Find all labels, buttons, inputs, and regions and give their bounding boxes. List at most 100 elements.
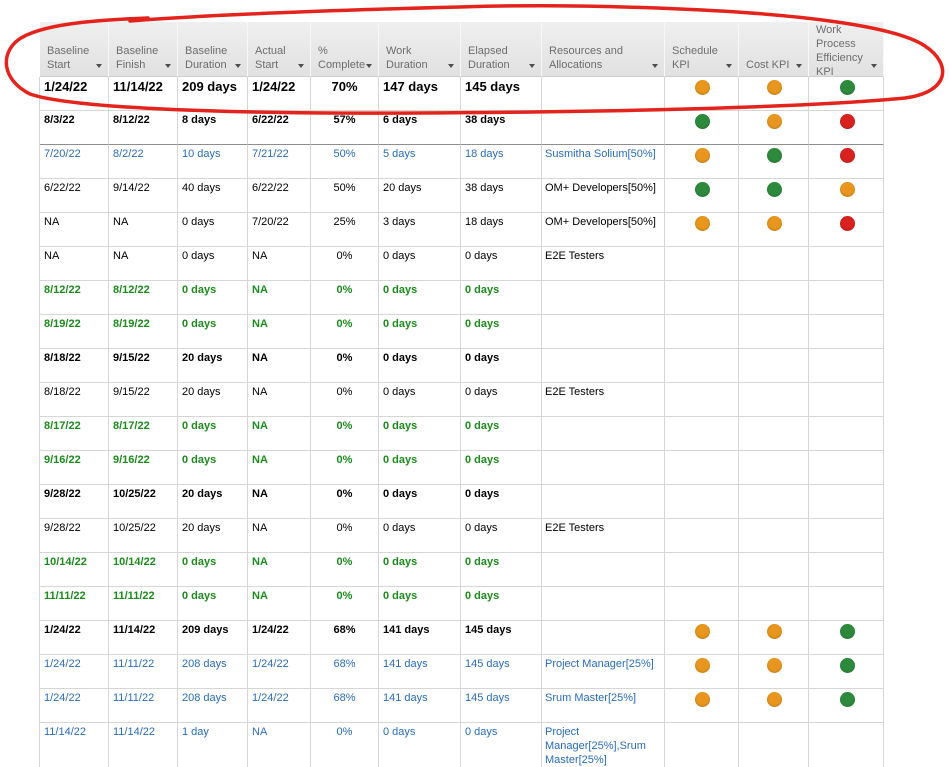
work-process-efficiency-kpi-cell[interactable] (809, 451, 884, 485)
cost-kpi-cell[interactable] (739, 621, 809, 655)
column-header-percent-complete[interactable]: % Complete (311, 22, 379, 77)
dropdown-arrow-icon[interactable] (366, 64, 372, 68)
work-process-efficiency-kpi-cell[interactable] (809, 519, 884, 553)
work-process-efficiency-kpi-cell[interactable] (809, 77, 884, 111)
cell-actual-start[interactable]: 1/24/22 (248, 77, 311, 111)
work-process-efficiency-kpi-cell[interactable] (809, 383, 884, 417)
cell-resources[interactable] (542, 111, 665, 145)
cell-elapsed-duration[interactable]: 0 days (461, 587, 542, 621)
cell-baseline-start[interactable]: 8/19/22 (40, 315, 109, 349)
work-process-efficiency-kpi-cell[interactable] (809, 315, 884, 349)
schedule-kpi-cell[interactable] (665, 247, 739, 281)
schedule-kpi-cell[interactable] (665, 77, 739, 111)
table-row[interactable]: NA NA 0 days 7/20/22 25% 3 days 18 days OM+ Dev… (40, 213, 884, 247)
cell-baseline-start[interactable]: 1/24/22 (40, 77, 109, 111)
table-row[interactable]: 1/24/22 11/14/22 209 days 1/24/22 70% 147 day… (40, 77, 884, 111)
work-process-efficiency-kpi-cell[interactable] (809, 111, 884, 145)
cell-work-duration[interactable]: 6 days (379, 111, 461, 145)
table-row[interactable]: 9/28/22 10/25/22 20 days NA 0% 0 days 0 days E2… (40, 519, 884, 553)
cell-baseline-duration[interactable]: 0 days (178, 451, 248, 485)
cell-baseline-duration[interactable]: 209 days (178, 77, 248, 111)
schedule-kpi-cell[interactable] (665, 553, 739, 587)
schedule-kpi-cell[interactable] (665, 383, 739, 417)
cell-baseline-duration[interactable]: 10 days (178, 145, 248, 179)
cost-kpi-cell[interactable] (739, 485, 809, 519)
cell-percent-complete[interactable]: 68% (311, 689, 379, 723)
cell-baseline-start[interactable]: 7/20/22 (40, 145, 109, 179)
cell-actual-start[interactable]: 6/22/22 (248, 111, 311, 145)
cell-baseline-finish[interactable]: 10/14/22 (109, 553, 178, 587)
cell-baseline-duration[interactable]: 20 days (178, 485, 248, 519)
dropdown-arrow-icon[interactable] (448, 64, 454, 68)
cell-baseline-finish[interactable]: 9/14/22 (109, 179, 178, 213)
cost-kpi-cell[interactable] (739, 179, 809, 213)
cell-elapsed-duration[interactable]: 18 days (461, 145, 542, 179)
cell-work-duration[interactable]: 0 days (379, 281, 461, 315)
cell-percent-complete[interactable]: 0% (311, 519, 379, 553)
table-row[interactable]: 8/18/22 9/15/22 20 days NA 0% 0 days 0 days (40, 349, 884, 383)
cell-baseline-finish[interactable]: NA (109, 213, 178, 247)
cell-baseline-start[interactable]: 11/11/22 (40, 587, 109, 621)
cell-baseline-start[interactable]: 8/18/22 (40, 383, 109, 417)
column-header-cost-kpi[interactable]: Cost KPI (739, 22, 809, 77)
cell-baseline-finish[interactable]: 9/15/22 (109, 383, 178, 417)
cell-resources[interactable] (542, 485, 665, 519)
cell-resources[interactable]: OM+ Developers[50%] (542, 213, 665, 247)
cell-elapsed-duration[interactable]: 0 days (461, 723, 542, 767)
table-row[interactable]: NA NA 0 days NA 0% 0 days 0 days E2E Testers (40, 247, 884, 281)
cell-percent-complete[interactable]: 0% (311, 485, 379, 519)
table-row[interactable]: 8/3/22 8/12/22 8 days 6/22/22 57% 6 days 38 da… (40, 111, 884, 145)
cell-actual-start[interactable]: NA (248, 315, 311, 349)
cell-percent-complete[interactable]: 68% (311, 655, 379, 689)
schedule-kpi-cell[interactable] (665, 485, 739, 519)
cell-baseline-finish[interactable]: 8/12/22 (109, 281, 178, 315)
work-process-efficiency-kpi-cell[interactable] (809, 587, 884, 621)
cell-baseline-start[interactable]: 1/24/22 (40, 689, 109, 723)
schedule-kpi-cell[interactable] (665, 417, 739, 451)
cell-work-duration[interactable]: 0 days (379, 519, 461, 553)
cell-elapsed-duration[interactable]: 0 days (461, 553, 542, 587)
table-row[interactable]: 8/17/22 8/17/22 0 days NA 0% 0 days 0 days (40, 417, 884, 451)
cell-actual-start[interactable]: 1/24/22 (248, 689, 311, 723)
cell-baseline-duration[interactable]: 0 days (178, 247, 248, 281)
cost-kpi-cell[interactable] (739, 315, 809, 349)
cell-work-duration[interactable]: 3 days (379, 213, 461, 247)
cell-baseline-start[interactable]: 6/22/22 (40, 179, 109, 213)
cell-baseline-finish[interactable]: 11/14/22 (109, 77, 178, 111)
cell-actual-start[interactable]: 7/20/22 (248, 213, 311, 247)
cell-actual-start[interactable]: 7/21/22 (248, 145, 311, 179)
cell-baseline-duration[interactable]: 20 days (178, 383, 248, 417)
schedule-kpi-cell[interactable] (665, 655, 739, 689)
cell-work-duration[interactable]: 0 days (379, 349, 461, 383)
cell-actual-start[interactable]: 1/24/22 (248, 655, 311, 689)
cost-kpi-cell[interactable] (739, 587, 809, 621)
cell-resources[interactable] (542, 621, 665, 655)
cell-baseline-start[interactable]: 11/14/22 (40, 723, 109, 767)
work-process-efficiency-kpi-cell[interactable] (809, 417, 884, 451)
cell-baseline-finish[interactable]: 10/25/22 (109, 485, 178, 519)
cell-resources[interactable]: Srum Master[25%] (542, 689, 665, 723)
cell-percent-complete[interactable]: 0% (311, 247, 379, 281)
table-row[interactable]: 9/16/22 9/16/22 0 days NA 0% 0 days 0 days (40, 451, 884, 485)
cell-elapsed-duration[interactable]: 0 days (461, 281, 542, 315)
dropdown-arrow-icon[interactable] (529, 64, 535, 68)
column-header-baseline-finish[interactable]: Baseline Finish (109, 22, 178, 77)
table-row[interactable]: 8/12/22 8/12/22 0 days NA 0% 0 days 0 days (40, 281, 884, 315)
work-process-efficiency-kpi-cell[interactable] (809, 281, 884, 315)
cell-percent-complete[interactable]: 0% (311, 553, 379, 587)
cell-work-duration[interactable]: 0 days (379, 417, 461, 451)
cell-work-duration[interactable]: 0 days (379, 485, 461, 519)
cost-kpi-cell[interactable] (739, 383, 809, 417)
cell-percent-complete[interactable]: 57% (311, 111, 379, 145)
cell-elapsed-duration[interactable]: 145 days (461, 621, 542, 655)
cell-baseline-duration[interactable]: 0 days (178, 281, 248, 315)
cell-baseline-start[interactable]: 8/18/22 (40, 349, 109, 383)
schedule-kpi-cell[interactable] (665, 315, 739, 349)
cost-kpi-cell[interactable] (739, 281, 809, 315)
cell-baseline-duration[interactable]: 208 days (178, 655, 248, 689)
cell-actual-start[interactable]: NA (248, 485, 311, 519)
cell-baseline-duration[interactable]: 40 days (178, 179, 248, 213)
cell-resources[interactable] (542, 417, 665, 451)
cell-baseline-finish[interactable]: NA (109, 247, 178, 281)
cell-work-duration[interactable]: 0 days (379, 553, 461, 587)
